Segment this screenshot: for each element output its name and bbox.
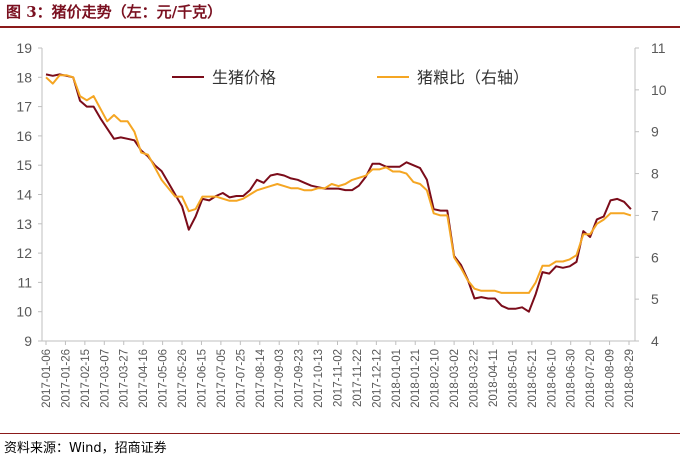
- price-series-line: [45, 73, 632, 313]
- source-rule: [0, 433, 680, 434]
- x-tick-label: 2018-06-10: [546, 349, 558, 408]
- left-y-tick-label: 9: [24, 333, 32, 349]
- left-y-tick-label: 19: [16, 40, 32, 56]
- x-tick-label: 2018-01-21: [410, 349, 422, 408]
- x-tick-label: 2018-03-22: [469, 349, 481, 408]
- x-tick-label: 2017-02-15: [80, 349, 92, 408]
- left-y-tick-label: 14: [16, 187, 32, 203]
- x-tick-label: 2017-09-03: [274, 349, 286, 408]
- title-rule: [0, 26, 680, 28]
- x-tick-label: 2017-05-06: [158, 349, 170, 408]
- left-y-tick-label: 13: [16, 216, 32, 232]
- x-tick-label: 2017-09-23: [294, 349, 306, 408]
- left-y-tick-label: 12: [16, 245, 32, 261]
- right-y-tick-label: 10: [651, 82, 667, 98]
- right-y-tick-label: 11: [651, 40, 666, 56]
- x-tick-label: 2018-08-09: [605, 349, 617, 408]
- x-tick-label: 2017-01-06: [41, 349, 53, 408]
- x-tick-label: 2018-04-11: [488, 349, 500, 407]
- x-tick-label: 2017-07-05: [216, 349, 228, 408]
- right-y-tick-label: 8: [651, 166, 659, 182]
- left-y-tick-label: 11: [17, 274, 32, 290]
- right-y-tick-label: 6: [651, 249, 659, 265]
- left-y-tick-label: 10: [16, 304, 32, 320]
- right-y-tick-label: 7: [651, 207, 659, 223]
- x-tick-label: 2018-02-10: [430, 349, 442, 408]
- left-y-tick-label: 17: [16, 99, 32, 115]
- x-tick-label: 2018-08-29: [624, 349, 636, 408]
- x-tick-label: 2017-11-22: [352, 349, 364, 407]
- figure-title: 图 3：猪价走势（左：元/千克）: [6, 3, 223, 21]
- x-tick-label: 2017-03-27: [119, 349, 131, 408]
- x-tick-label: 2017-11-02: [333, 349, 345, 407]
- right-y-tick-label: 9: [651, 124, 659, 140]
- right-y-tick-label: 4: [651, 333, 659, 349]
- left-y-tick-label: 18: [16, 69, 32, 85]
- x-tick-label: 2018-06-30: [566, 349, 578, 408]
- x-tick-label: 2017-10-13: [313, 349, 325, 408]
- x-tick-label: 2018-05-01: [507, 349, 519, 408]
- x-tick-label: 2018-05-21: [527, 349, 539, 408]
- x-tick-label: 2017-05-26: [177, 349, 189, 408]
- left-y-tick-label: 15: [16, 157, 32, 173]
- x-tick-label: 2017-06-15: [196, 349, 208, 408]
- x-tick-label: 2017-08-14: [255, 348, 267, 407]
- x-tick-label: 2017-01-26: [60, 349, 72, 408]
- x-tick-label: 2018-01-01: [391, 349, 403, 408]
- x-tick-label: 2018-03-02: [449, 349, 461, 408]
- x-tick-label: 2017-07-25: [235, 349, 247, 408]
- left-y-tick-label: 16: [16, 128, 32, 144]
- x-tick-label: 2017-04-16: [138, 349, 150, 408]
- ratio-series-line: [45, 74, 632, 294]
- x-tick-label: 2017-03-07: [99, 349, 111, 408]
- x-tick-label: 2018-07-20: [585, 349, 597, 408]
- legend-ratio-label: 猪粮比（右轴）: [417, 68, 529, 87]
- x-tick-label: 2017-12-12: [371, 349, 383, 408]
- legend-price-label: 生猪价格: [212, 68, 276, 87]
- right-y-tick-label: 5: [651, 291, 659, 307]
- source-note: 资料来源：Wind，招商证券: [4, 441, 167, 456]
